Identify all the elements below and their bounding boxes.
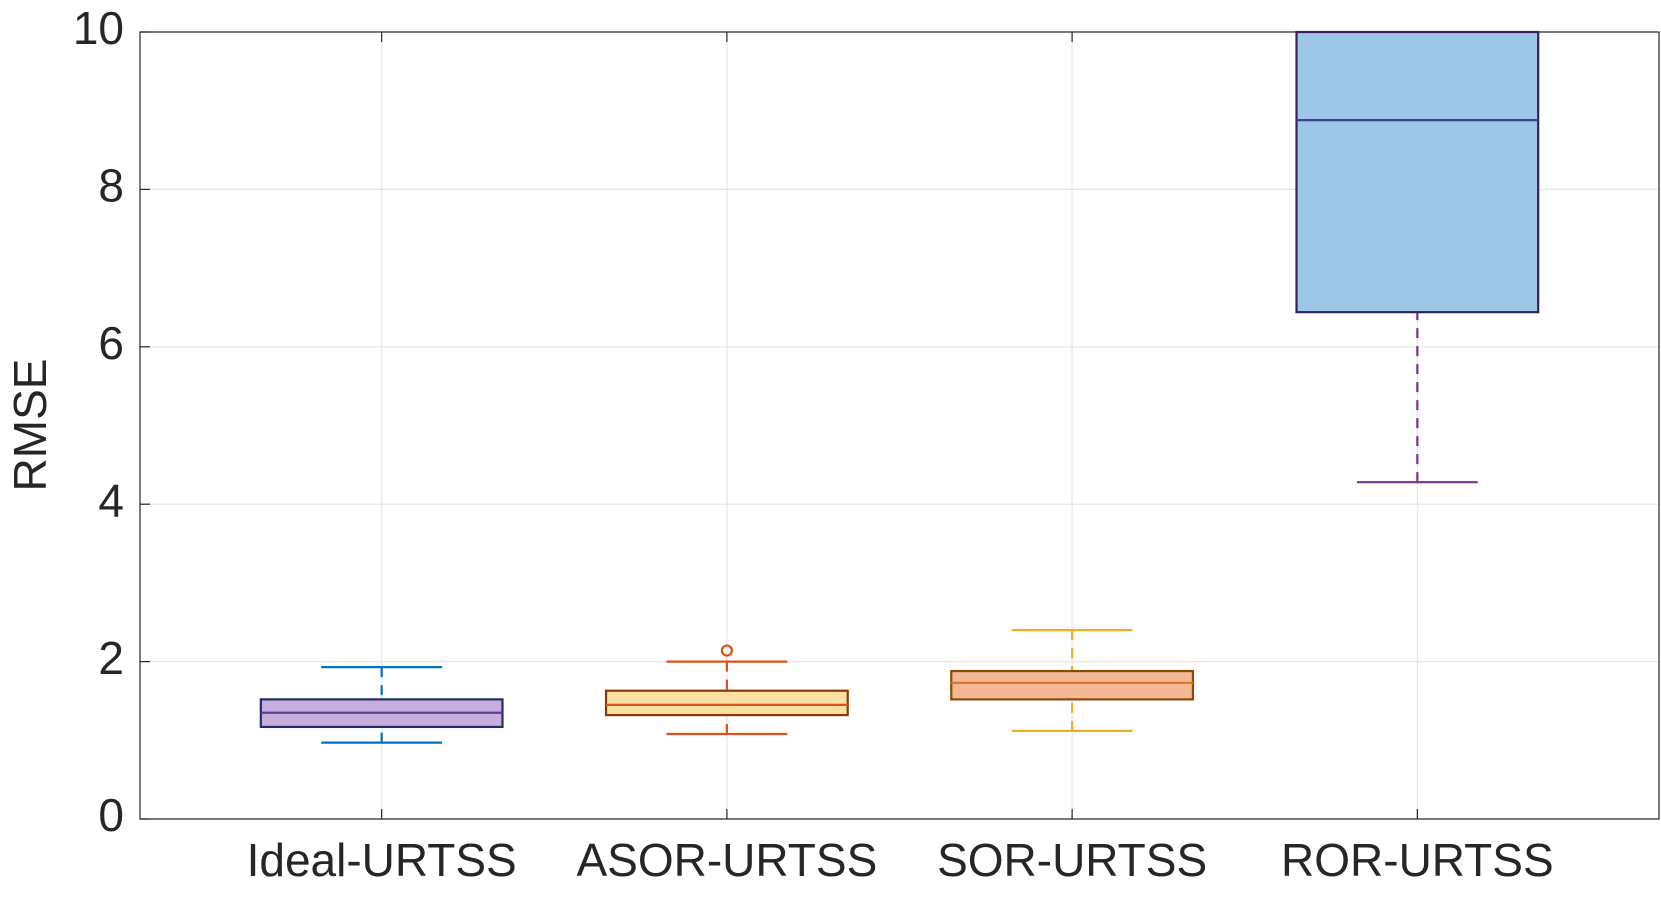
y-tick-label: 2 (98, 632, 124, 684)
y-tick-label: 6 (98, 317, 124, 369)
x-tick-label: ROR-URTSS (1281, 834, 1554, 886)
x-tick-label: SOR-URTSS (937, 834, 1207, 886)
y-tick-label: 4 (98, 474, 124, 526)
y-tick-label: 10 (73, 2, 124, 54)
y-axis-label: RMSE (4, 359, 56, 492)
outlier (720, 644, 733, 657)
y-tick-label: 0 (98, 789, 124, 841)
box (604, 689, 849, 717)
plot-frame (139, 31, 1660, 820)
x-tick-label: ASOR-URTSS (577, 834, 878, 886)
y-tick-label: 8 (98, 160, 124, 212)
x-tick-label: Ideal-URTSS (247, 834, 517, 886)
box (950, 669, 1195, 701)
box (1295, 30, 1540, 314)
